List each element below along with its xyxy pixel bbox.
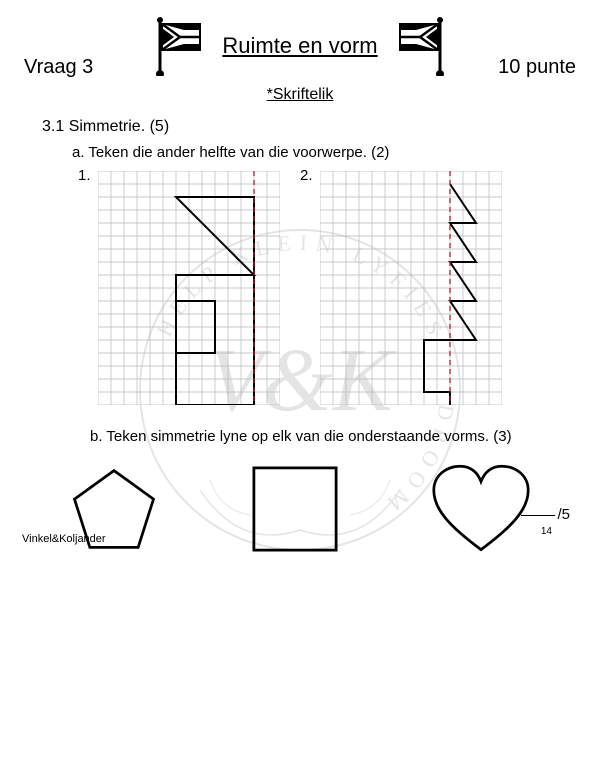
points-label: 10 punte: [498, 56, 576, 79]
symmetry-grids-row: 1. 2.: [0, 171, 600, 410]
grid-2-wrap: 2.: [320, 171, 502, 410]
symmetry-grid-2: [320, 171, 502, 405]
square-shape: [245, 459, 345, 559]
score-line: /5: [521, 506, 570, 523]
grid-2-label: 2.: [300, 167, 313, 184]
skriftelik-heading: *Skriftelik: [0, 86, 600, 104]
flag-right-icon: [390, 16, 450, 76]
score-total: /5: [557, 506, 570, 523]
heart-shape: [426, 464, 536, 554]
grid-1-wrap: 1.: [98, 171, 280, 410]
footer-credit: Vinkel&Koljander: [22, 533, 106, 545]
page-title: Ruimte en vorm: [222, 33, 377, 59]
question-3-1-b: b. Teken simmetrie lyne op elk van die o…: [90, 428, 520, 445]
grid-1-label: 1.: [78, 167, 91, 184]
question-3-1: 3.1 Simmetrie. (5): [42, 118, 600, 136]
page-number: 14: [541, 526, 552, 537]
symmetry-grid-1: [98, 171, 280, 405]
flag-left-icon: [150, 16, 210, 76]
question-3-1-a: a. Teken die ander helfte van die voorwe…: [72, 144, 600, 161]
question-number: Vraag 3: [24, 56, 93, 79]
